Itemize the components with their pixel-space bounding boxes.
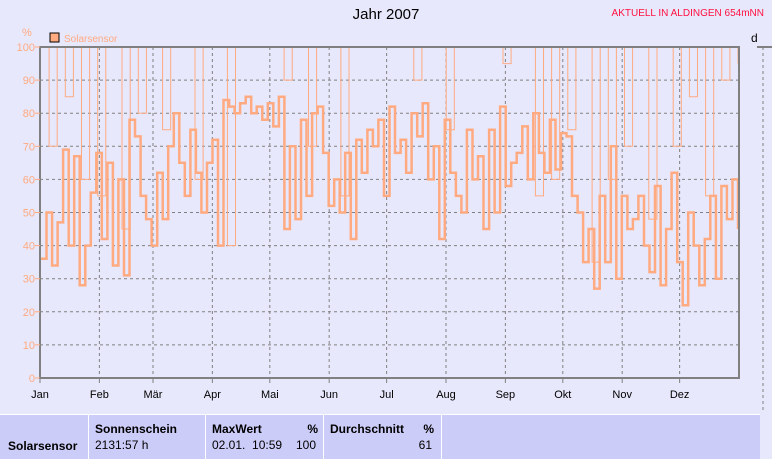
- y-axis-label: %: [22, 27, 32, 39]
- average-column: Durchschnitt % 61: [323, 415, 442, 459]
- line-chart: 0 10 20 30 40 50 60 70 80 90 100 Jan Feb Mär Apr Mai Ju…: [17, 27, 772, 410]
- max-value: 100: [295, 438, 316, 452]
- y-tick-label: 30: [23, 274, 35, 286]
- sunshine-column: Sonnenschein 2131:57 h: [88, 415, 206, 459]
- x-tick-label-Sep: Sep: [496, 389, 516, 401]
- average-header: Durchschnitt: [330, 422, 405, 436]
- y-ticks: 0 10 20 30 40 50 60 70 80 90 100: [17, 42, 40, 385]
- x-tick-label-Jun: Jun: [320, 389, 338, 401]
- x-tick-label-Okt: Okt: [554, 389, 571, 401]
- average-unit: %: [423, 422, 434, 436]
- right-axis-label: d: [751, 31, 758, 45]
- sunshine-header: Sonnenschein: [95, 422, 178, 436]
- y-tick-label: 0: [29, 373, 35, 385]
- empty-column: [441, 415, 761, 459]
- max-time: 02.01. 10:59: [212, 438, 283, 452]
- series-lines: [41, 46, 740, 307]
- series-line-solarsensor: [41, 95, 740, 307]
- summary-panel: Solarsensor Sonnenschein 2131:57 h MaxWe…: [0, 414, 760, 459]
- legend-swatch: [49, 32, 60, 43]
- max-column: MaxWert % 02.01. 10:59 100: [205, 415, 324, 459]
- y-tick-label: 50: [23, 208, 35, 220]
- x-tick-label-Feb: Feb: [90, 389, 109, 401]
- max-header: MaxWert: [212, 422, 262, 436]
- x-tick-label-Dez: Dez: [670, 389, 690, 401]
- x-tick-label-Jul: Jul: [380, 389, 394, 401]
- y-tick-label: 80: [23, 108, 35, 120]
- y-tick-label: 90: [23, 75, 35, 87]
- x-ticks: Jan Feb Mär Apr Mai Jun Jul Aug Sep Okt Nov Dez: [31, 378, 689, 401]
- max-unit: %: [307, 422, 318, 436]
- y-tick-label: 20: [23, 307, 35, 319]
- x-tick-label-Mai: Mai: [261, 389, 279, 401]
- y-tick-label: 40: [23, 241, 35, 253]
- legend-label: Solarsensor: [64, 34, 118, 45]
- x-tick-label-Nov: Nov: [612, 389, 632, 401]
- x-tick-label-Apr: Apr: [204, 389, 221, 401]
- y-tick-label: 10: [23, 340, 35, 352]
- y-tick-label: 60: [23, 174, 35, 186]
- y-tick-label: 100: [17, 42, 35, 54]
- x-tick-label-Aug: Aug: [436, 389, 456, 401]
- y-tick-label: 70: [23, 141, 35, 153]
- sensor-column: Solarsensor: [0, 415, 88, 459]
- sunshine-value: 2131:57 h: [95, 438, 149, 452]
- average-value: 61: [418, 438, 432, 452]
- sensor-name: Solarsensor: [8, 439, 78, 453]
- chart-title: Jahr 2007: [352, 6, 420, 23]
- live-location-link[interactable]: AKTUELL IN ALDINGEN 654mNN: [611, 8, 764, 19]
- x-tick-label-Jan: Jan: [31, 389, 49, 401]
- x-tick-label-Mär: Mär: [144, 389, 163, 401]
